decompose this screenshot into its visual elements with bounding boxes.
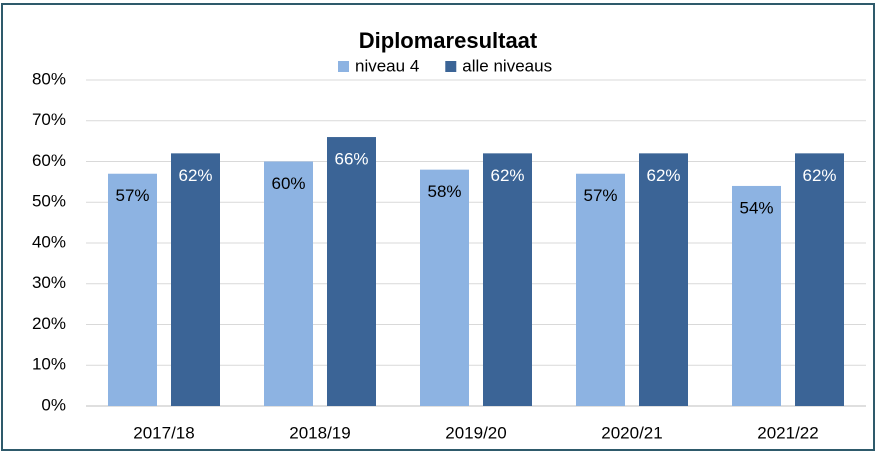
y-tick-label: 40% (32, 232, 66, 251)
value-label: 62% (490, 166, 524, 185)
bar (171, 153, 220, 406)
bar (732, 185, 781, 406)
bar (639, 153, 688, 406)
value-label: 62% (802, 166, 836, 185)
y-tick-label: 30% (32, 273, 66, 292)
value-label: 58% (427, 182, 461, 201)
value-label: 57% (115, 186, 149, 205)
y-tick-label: 70% (32, 110, 66, 129)
bar (795, 153, 844, 406)
bar (327, 137, 376, 407)
chart-title: Diplomaresultaat (359, 28, 538, 53)
value-label: 66% (334, 150, 368, 169)
value-label: 62% (178, 166, 212, 185)
x-tick-label: 2020/21 (601, 423, 662, 442)
y-tick-label: 50% (32, 192, 66, 211)
bar (108, 173, 157, 406)
x-tick-label: 2017/18 (133, 423, 194, 442)
bar (576, 173, 625, 406)
y-tick-label: 80% (32, 69, 66, 88)
value-label: 57% (583, 186, 617, 205)
x-tick-label: 2021/22 (757, 423, 818, 442)
x-tick-label: 2018/19 (289, 423, 350, 442)
value-label: 54% (739, 198, 773, 217)
x-tick-label: 2019/20 (445, 423, 506, 442)
y-tick-label: 60% (32, 151, 66, 170)
bar (420, 169, 469, 406)
bar (264, 161, 313, 406)
y-tick-label: 0% (41, 395, 66, 414)
legend-label: alle niveaus (462, 56, 552, 75)
legend-swatch (445, 61, 457, 72)
legend-label: niveau 4 (355, 56, 419, 75)
y-tick-label: 10% (32, 355, 66, 374)
value-label: 62% (646, 166, 680, 185)
bar (483, 153, 532, 406)
y-tick-label: 20% (32, 314, 66, 333)
legend-swatch (338, 61, 349, 72)
value-label: 60% (271, 174, 305, 193)
